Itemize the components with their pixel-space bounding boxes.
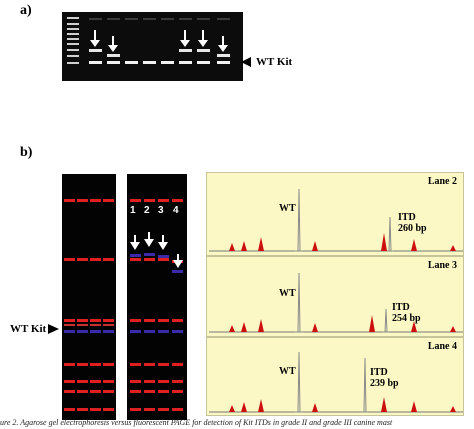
page-gel-right [127, 174, 187, 420]
panel-b-label: b) [20, 145, 33, 160]
wt-peak-label: WT [279, 288, 296, 299]
lane-3-label: Lane 3 [427, 260, 457, 271]
trace-panel-lane-2: Lane 2 WT ITD 260 bp [206, 172, 464, 256]
page-gel-left [62, 174, 116, 420]
wt-kit-arrow-icon [241, 57, 251, 67]
itd-peak-label: ITD 239 bp [370, 367, 399, 389]
lane-4-label: Lane 4 [427, 341, 457, 352]
lane-number: 4 [173, 205, 179, 216]
lane-2-label: Lane 2 [427, 176, 457, 187]
wt-kit-label-b: WT Kit [10, 323, 47, 335]
itd-peak-label: ITD 260 bp [398, 212, 427, 234]
lane-number: 1 [130, 205, 136, 216]
trace-panel-lane-4: Lane 4 WT ITD 239 bp [206, 337, 464, 416]
wt-kit-arrow-b-icon [48, 324, 59, 334]
lane-number: 2 [144, 205, 150, 216]
wt-kit-label-a: WT Kit [256, 56, 293, 68]
wt-peak-label: WT [279, 203, 296, 214]
figure-caption: ure 2. Agarose gel electrophoresis versu… [0, 418, 393, 427]
lane-number: 3 [158, 205, 164, 216]
trace-panel-lane-3: Lane 3 WT ITD 254 bp [206, 256, 464, 337]
agarose-gel-image [62, 12, 243, 81]
wt-peak-label: WT [279, 366, 296, 377]
panel-a-label: a) [20, 3, 32, 18]
itd-peak-label: ITD 254 bp [392, 302, 421, 324]
